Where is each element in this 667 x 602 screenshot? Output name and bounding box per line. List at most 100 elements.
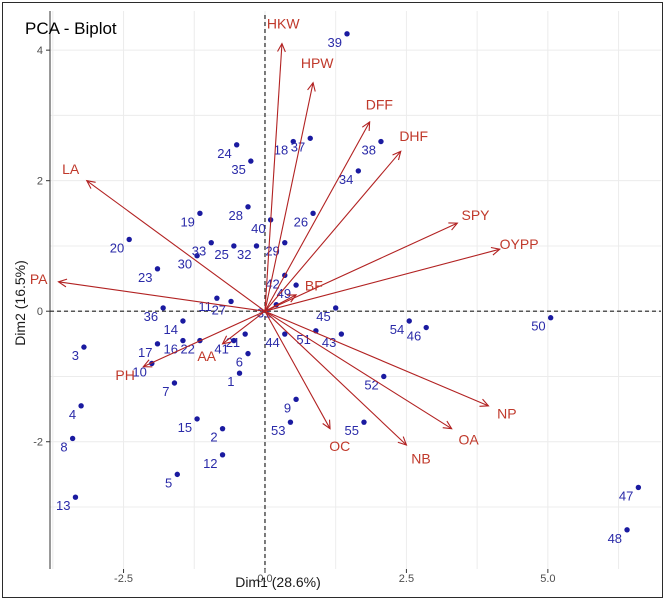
- variable-label: DHF: [399, 128, 428, 144]
- individual-point: [72, 494, 79, 500]
- variable-label: OC: [329, 438, 350, 454]
- individual-point: [423, 324, 429, 331]
- variable-arrowhead: [57, 278, 68, 288]
- individual-label: 6: [236, 355, 243, 370]
- individual-label: 5: [165, 475, 172, 490]
- individual-label: 53: [271, 423, 285, 438]
- individual-label: 41: [214, 342, 228, 357]
- variable-arrow: [143, 310, 266, 368]
- individual-point: [242, 331, 248, 337]
- x-tick-label: 0.0: [257, 573, 272, 585]
- individual-point: [248, 158, 254, 164]
- variable-label: OA: [458, 431, 479, 447]
- variable-arrow: [264, 43, 283, 312]
- variable-arrow: [264, 310, 452, 430]
- variable-label: BF: [305, 278, 323, 294]
- individual-label: 44: [265, 335, 279, 350]
- chart-title: PCA - Biplot: [25, 19, 117, 38]
- individual-label: 48: [608, 531, 622, 546]
- variable-label: PA: [30, 271, 48, 287]
- individual-point: [624, 527, 630, 533]
- individual-label: 42: [265, 276, 279, 291]
- individual-label: 15: [178, 420, 192, 435]
- individual-point: [290, 138, 296, 145]
- variable-label: SPY: [462, 207, 491, 223]
- individual-label: 51: [296, 332, 310, 347]
- x-tick-label: 5.0: [540, 573, 555, 585]
- variable-label: HPW: [301, 55, 334, 71]
- x-tick-label: -2.5: [114, 573, 133, 585]
- variable-arrowhead: [361, 120, 371, 131]
- individual-label: 3: [72, 348, 79, 363]
- variable-arrowhead: [142, 359, 153, 368]
- variable-label: NB: [411, 451, 430, 467]
- variable-arrow: [264, 310, 407, 446]
- individual-label: 36: [144, 309, 158, 324]
- individual-point: [293, 396, 299, 403]
- individual-label: 38: [361, 143, 375, 158]
- individual-point: [180, 318, 186, 324]
- variable-arrowhead: [448, 222, 459, 231]
- individual-label: 9: [284, 400, 291, 415]
- individual-label: 47: [619, 488, 633, 503]
- variable-label: AA: [197, 348, 216, 364]
- variable-label: PH: [115, 367, 134, 383]
- individual-point: [219, 452, 226, 458]
- individual-label: 4: [69, 407, 76, 422]
- individual-label: 39: [328, 35, 342, 50]
- variable-arrow: [86, 180, 266, 312]
- individual-label: 7: [162, 384, 169, 399]
- individual-point: [310, 210, 316, 217]
- variable-arrow: [264, 294, 297, 312]
- individual-label: 19: [180, 214, 194, 229]
- points-layer: 1234567891011121314151617181920212223242…: [56, 31, 642, 546]
- individual-label: 10: [132, 364, 146, 379]
- individual-label: 37: [291, 139, 305, 154]
- individual-point: [547, 315, 554, 321]
- individual-label: 52: [364, 377, 378, 392]
- individual-label: 46: [407, 329, 421, 344]
- individual-label: 35: [231, 162, 245, 177]
- y-tick-label: 2: [37, 176, 43, 188]
- individual-point: [332, 305, 339, 311]
- individual-label: 28: [229, 208, 243, 223]
- individual-label: 8: [60, 439, 67, 454]
- individual-point: [231, 243, 237, 249]
- individual-point: [406, 318, 412, 324]
- individual-label: 40: [251, 221, 265, 236]
- individual-label: 23: [138, 270, 152, 285]
- variable-arrowhead: [322, 419, 331, 430]
- individual-point: [307, 135, 313, 141]
- individual-label: 24: [217, 146, 231, 161]
- variable-arrow: [264, 310, 489, 407]
- individual-point: [355, 168, 362, 174]
- individual-label: 17: [138, 345, 152, 360]
- variable-arrowhead: [392, 150, 402, 161]
- individual-label: 54: [390, 322, 404, 337]
- variable-arrow: [222, 310, 266, 345]
- individual-point: [231, 337, 237, 344]
- individual-point: [214, 295, 220, 301]
- individual-point: [344, 31, 350, 37]
- individual-point: [208, 239, 214, 246]
- variable-arrowhead: [442, 420, 453, 430]
- individual-label: 26: [294, 214, 308, 229]
- individual-point: [81, 344, 87, 350]
- individual-point: [635, 484, 642, 491]
- individual-label: 14: [163, 322, 177, 337]
- individual-label: 2: [210, 430, 217, 445]
- variable-arrowhead: [85, 179, 96, 189]
- variable-arrowhead: [490, 246, 501, 256]
- individual-label: 34: [339, 172, 353, 187]
- individual-point: [171, 380, 178, 386]
- individual-point: [338, 331, 345, 337]
- individual-label: 1: [227, 374, 234, 389]
- variable-label: NP: [497, 406, 516, 422]
- individual-point: [154, 341, 161, 347]
- y-tick-label: 4: [37, 45, 43, 57]
- variable-label: HKW: [267, 16, 300, 32]
- variable-arrowhead: [221, 335, 232, 345]
- arrows-layer: HKW HPW DFF DHF LA PA SPY OYPP NP OA NB OC PH AA BF: [30, 16, 539, 467]
